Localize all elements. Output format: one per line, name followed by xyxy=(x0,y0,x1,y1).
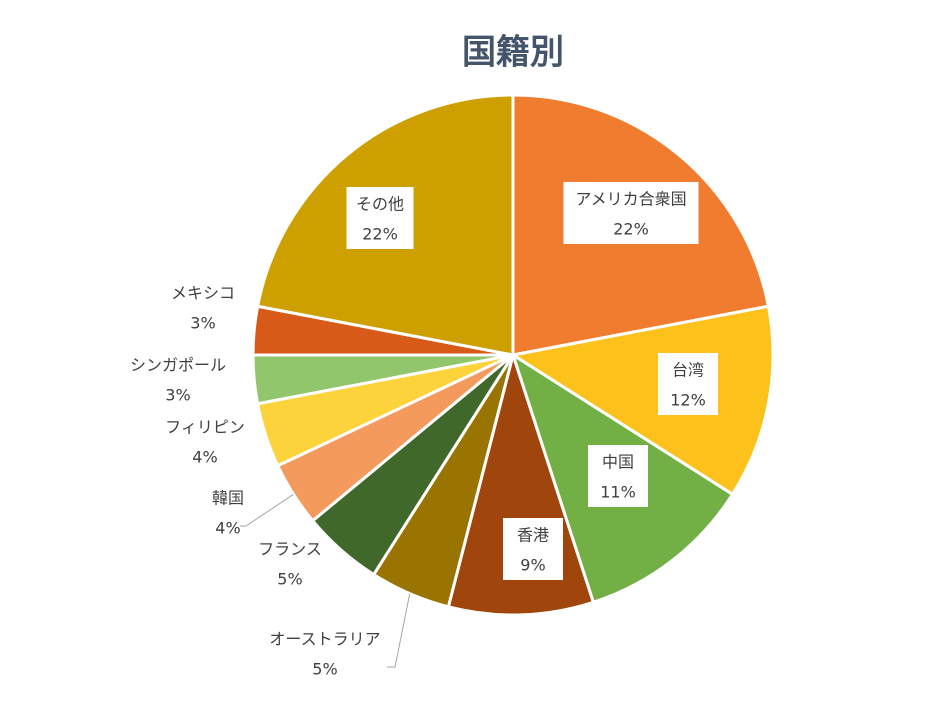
value-label: 3% xyxy=(165,386,190,405)
value-label: 9% xyxy=(520,556,545,575)
slice-label: フィリピン xyxy=(165,418,245,437)
label-box xyxy=(588,445,648,507)
label-box xyxy=(658,353,718,415)
value-label: 4% xyxy=(215,519,240,538)
chart-title: 国籍別 xyxy=(462,33,564,73)
slice-label: 香港 xyxy=(517,526,549,545)
value-label: 11% xyxy=(600,483,636,502)
label-box xyxy=(503,518,563,580)
slice-label: オーストラリア xyxy=(269,630,380,649)
slice-label: その他 xyxy=(356,195,404,214)
slice-label: シンガポール xyxy=(130,356,226,375)
slice-label: 韓国 xyxy=(212,489,244,508)
value-label: 22% xyxy=(613,220,649,239)
value-label: 22% xyxy=(362,225,398,244)
label-box xyxy=(346,187,414,249)
value-label: 3% xyxy=(190,314,215,333)
label-box xyxy=(563,182,699,244)
value-label: 12% xyxy=(670,391,706,410)
slice-label: メキシコ xyxy=(171,284,235,303)
slice-label: フランス xyxy=(258,540,322,559)
leader-line xyxy=(387,593,411,668)
slice-label: アメリカ合衆国 xyxy=(575,190,686,209)
value-label: 4% xyxy=(192,448,217,467)
leader-line xyxy=(240,493,294,527)
slice-label: 中国 xyxy=(602,453,634,472)
slice-label: 台湾 xyxy=(672,361,704,380)
value-label: 5% xyxy=(312,660,337,679)
value-label: 5% xyxy=(277,570,302,589)
